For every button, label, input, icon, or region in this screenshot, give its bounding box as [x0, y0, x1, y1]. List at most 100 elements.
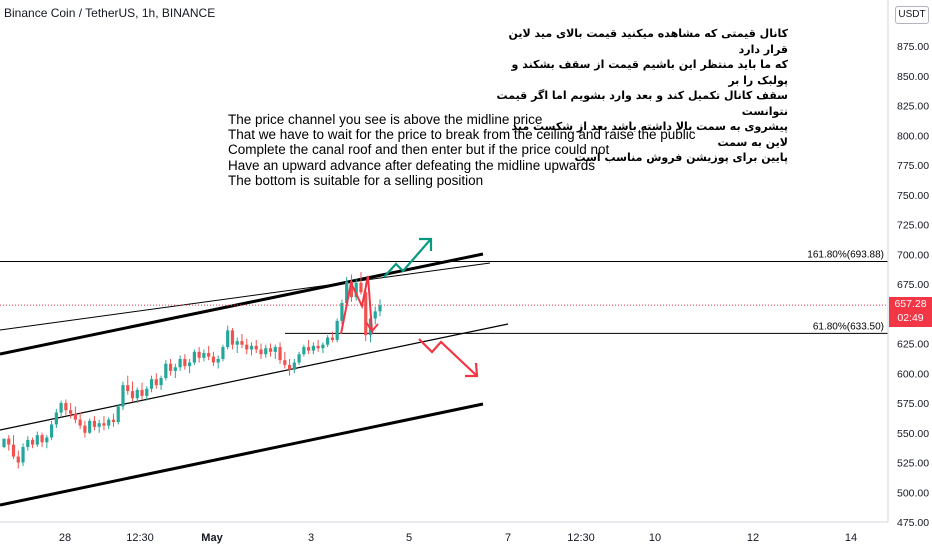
candle-body: [30, 439, 35, 445]
candle-body: [235, 341, 239, 345]
time-tick-label: 14: [845, 532, 857, 544]
upper-trendline-thin: [0, 262, 491, 331]
candle-body: [92, 420, 97, 427]
channel-midline: [0, 323, 509, 431]
candle-body: [35, 435, 39, 445]
candle-body: [373, 311, 377, 319]
candle-body: [245, 344, 249, 350]
english-line: The bottom is suitable for a selling pos…: [228, 172, 484, 188]
time-tick-label: 10: [649, 532, 661, 544]
candle-body: [149, 379, 154, 389]
fib-level-label: 161.80%(693.88): [807, 250, 884, 261]
candle-body: [259, 349, 263, 355]
price-tick-label: 700.00: [897, 249, 929, 261]
candle-body: [192, 351, 196, 363]
candle-body: [240, 341, 244, 345]
candle-body: [335, 320, 339, 340]
price-tick-label: 575.00: [897, 398, 929, 410]
candle-body: [311, 345, 315, 351]
candle-body: [226, 330, 230, 348]
up-projection-arrow: [383, 239, 431, 278]
price-tick-label: 550.00: [897, 428, 929, 440]
price-tick-label: 825.00: [897, 101, 929, 113]
price-tick-label: 525.00: [897, 458, 929, 470]
candle-body: [168, 363, 173, 371]
time-axis[interactable]: 28 12:30 May 3 5 7 12:30 10 12 14: [0, 521, 888, 544]
last-price-badge: 657.28 02:49: [889, 297, 932, 327]
candle-body: [40, 435, 44, 443]
candle-body: [26, 439, 30, 448]
candle-body: [216, 358, 220, 363]
fib-levels: 161.80%(693.88) 61.80%(633.50): [0, 250, 888, 334]
candle-body: [45, 437, 49, 443]
candle-body: [349, 281, 354, 298]
candle-body: [302, 347, 306, 355]
english-line: Have an upward advance after defeating t…: [228, 157, 595, 173]
candle-body: [340, 303, 344, 321]
candle-body: [283, 360, 287, 365]
candle-body: [135, 389, 139, 399]
english-line: Complete the canal roof and then enter b…: [228, 142, 610, 158]
candles: [2, 272, 382, 469]
time-tick-label: 3: [308, 532, 314, 544]
price-tick-label: 625.00: [897, 339, 929, 351]
candle-body: [249, 345, 254, 350]
candle-body: [278, 347, 282, 361]
candle-body: [330, 337, 335, 340]
projection-arrows: [340, 237, 479, 378]
price-tick-label: 725.00: [897, 220, 929, 232]
candle-body: [188, 362, 192, 367]
price-tick-label: 500.00: [897, 487, 929, 499]
candle-body: [359, 282, 363, 293]
candle-body: [307, 347, 311, 351]
trend-drawings: [0, 252, 509, 507]
candle-body: [264, 348, 268, 355]
candle-body: [197, 351, 201, 358]
candle-body: [354, 282, 358, 298]
candle-body: [140, 389, 144, 396]
candle-body: [254, 345, 258, 350]
english-line: The price channel you see is above the m…: [228, 112, 543, 127]
candle-body: [73, 413, 77, 420]
candle-body: [287, 364, 292, 370]
price-tick-label: 775.00: [897, 160, 929, 172]
candle-body: [273, 347, 277, 352]
candle-body: [326, 337, 330, 345]
price-tick-label: 750.00: [897, 190, 929, 202]
candle-body: [107, 419, 111, 426]
candle-body: [378, 305, 382, 312]
price-tick-label: 875.00: [897, 41, 929, 53]
candle-body: [211, 356, 216, 363]
up-arrow-head: [419, 237, 433, 251]
candle-body: [64, 403, 68, 411]
time-tick-label: 12:30: [126, 532, 154, 544]
persian-line: کانال قیمتی که مشاهده میکنید قیمت بالای …: [508, 27, 789, 56]
candle-body: [368, 318, 373, 336]
fib-level-label: 61.80%(633.50): [813, 321, 884, 332]
red-drawn-path: [340, 275, 379, 335]
price-tick-label: 850.00: [897, 71, 929, 83]
price-axis[interactable]: 875.00 850.00 825.00 800.00 775.00 750.00 725.…: [887, 0, 929, 529]
persian-line: پیشروی به سمت بالا داشته باشد بعد از شکس…: [511, 120, 788, 149]
candle-body: [145, 388, 149, 396]
candle-body: [230, 330, 235, 345]
candle-body: [178, 358, 182, 368]
chart-title: Binance Coin / TetherUS, 1h, BINANCE: [4, 6, 216, 20]
currency-selector[interactable]: USDT: [895, 6, 929, 24]
price-tick-label: 800.00: [897, 130, 929, 142]
candle-body: [130, 391, 135, 399]
down-arrow-head: [465, 362, 479, 378]
candle-body: [83, 425, 87, 433]
candle-body: [21, 447, 25, 463]
candle-body: [173, 367, 177, 371]
candle-body: [126, 385, 130, 392]
candle-body: [292, 362, 296, 370]
candle-body: [121, 385, 125, 407]
candle-body: [364, 292, 368, 336]
price-tick-label: 475.00: [897, 517, 929, 529]
price-tick-label: 600.00: [897, 368, 929, 380]
last-price-value: 657.28: [894, 298, 927, 310]
persian-annotation: کانال قیمتی که مشاهده میکنید قیمت بالای …: [488, 26, 788, 166]
time-tick-label: 12:30: [567, 532, 595, 544]
persian-line: که ما باید منتظر این باشیم قیمت از سقف ب…: [511, 58, 788, 87]
